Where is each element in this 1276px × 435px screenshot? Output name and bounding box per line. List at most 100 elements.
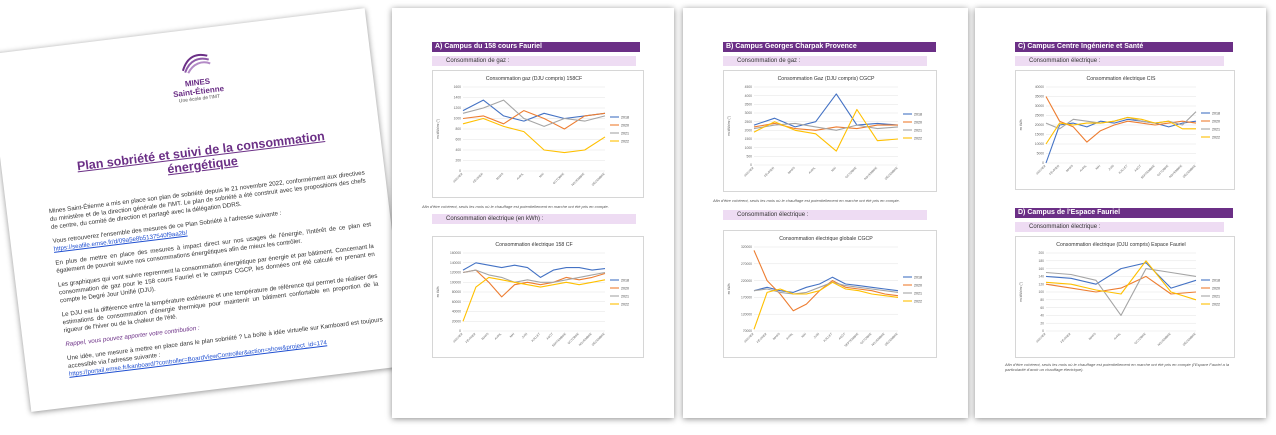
y-tick-label: 70000 [743,329,752,333]
page-campus-cis: C) Campus Centre Ingénierie et Santé Con… [975,8,1266,418]
y-axis-label: en kWh [1019,119,1023,130]
x-tick-label: FÉVRIER [471,171,484,184]
x-tick-label: MARS [481,332,490,341]
y-axis-label: en kWh/m² (°) [436,119,440,139]
section-header: B) Campus Georges Charpak Provence [723,42,936,52]
x-tick-label: FÉVRIER [763,165,776,178]
x-tick-label: MAI [800,332,807,339]
y-tick-label: 2500 [745,120,753,124]
y-tick-label: 35000 [1035,95,1044,99]
legend-label-2020: 2020 [621,286,629,290]
legend-label-2021: 2021 [621,294,629,298]
y-tick-label: 140 [1038,275,1044,279]
x-tick-label: AVRIL [1113,332,1122,341]
series-line-2020 [462,110,606,130]
cover-page: MINES Saint-Étienne Une école de l'IMT P… [0,8,409,412]
legend-label-2022: 2022 [1212,302,1220,306]
legend-label-2018: 2018 [1212,278,1220,282]
y-tick-label: 20000 [452,319,461,323]
y-tick-label: 600 [455,138,461,142]
series-line-2021 [1045,111,1197,130]
y-tick-label: 200 [455,159,461,163]
x-tick-label: JUILLET [530,332,541,343]
y-axis-label: en kWh/m² (°) [727,116,731,136]
subsection-gas: Consommation de gaz : [432,56,636,66]
x-tick-label: FÉVRIER [1059,331,1072,344]
y-tick-label: 200 [1038,251,1044,255]
x-tick-label: AVRIL [785,332,794,341]
legend-label-2018: 2018 [621,115,629,119]
legend-label-2021: 2021 [621,131,629,135]
x-tick-label: MARS [787,166,796,175]
x-tick-label: JUIN [1107,164,1115,172]
y-tick-label: 120 [1038,282,1044,286]
page-campus-fauriel: A) Campus du 158 cours Fauriel Consommat… [392,8,674,418]
x-tick-label: DÉCEMBRE [883,331,899,347]
x-tick-label: MARS [1088,332,1097,341]
logo-mark-icon [181,53,211,74]
subsection-electricity: Consommation électrique (en kWh) : [432,214,636,224]
x-tick-label: JUIN [813,332,821,340]
chart-electricity-cgcp: Consommation électrique globale CGCP en k… [723,230,937,358]
footnote: Afin d'être cohérent, seuls les mois où … [422,204,609,209]
x-tick-label: FÉVRIER [755,331,768,344]
y-tick-label: 3500 [745,103,753,107]
x-tick-label: MAI [1095,164,1102,171]
y-tick-label: 25000 [1035,114,1044,118]
x-tick-label: DÉCEMBRE [1181,163,1197,179]
y-tick-label: 1500 [745,137,753,141]
school-logo: MINES Saint-Étienne Une école de l'IMT [164,48,230,107]
series-line-2020 [1045,275,1197,295]
y-tick-label: 120000 [450,271,461,275]
x-tick-label: JANVIER [743,165,755,177]
y-tick-label: 0 [750,163,752,167]
x-tick-label: FÉVRIER [464,331,477,344]
chart-electricity-158cf: Consommation électrique 158 CF en kWh 0 200… [432,236,644,358]
y-tick-label: 0 [1042,329,1044,333]
legend-label-2018: 2018 [621,278,629,282]
legend-label-2018: 2018 [914,275,922,279]
y-tick-label: 3000 [745,111,753,115]
legend-label-2022: 2022 [914,136,922,140]
y-tick-label: 100 [1038,290,1044,294]
y-tick-label: 80000 [452,290,461,294]
x-tick-label: OCTOBRE [1156,164,1169,177]
legend-label-2020: 2020 [914,120,922,124]
y-tick-label: 2000 [745,129,753,133]
series-line-2022 [753,108,899,152]
subsection-electricity-espace: Consommation électrique : [1015,222,1224,232]
x-tick-label: MARS [772,332,781,341]
series-line-2018 [1045,118,1197,164]
legend-label-2020: 2020 [621,123,629,127]
y-tick-label: 30000 [1035,104,1044,108]
x-tick-label: FÉVRIER [1048,163,1061,176]
y-axis-label: en kWh/m² (°) [1019,282,1023,302]
y-tick-label: 80 [1040,298,1044,302]
series-line-2022 [462,117,606,154]
x-tick-label: MARS [1065,164,1074,173]
y-tick-label: 100000 [450,280,461,284]
chart-electricity-cis: Consommation électrique CIS en kWh 0 5000 10… [1015,70,1235,190]
chart-title: Consommation électrique 158 CF [495,242,572,248]
cover-body: Mines Saint-Étienne a mis en place son p… [49,169,386,384]
series-line-2022 [1045,260,1197,301]
x-tick-label: AVRIL [1079,164,1088,173]
legend-label-2018: 2018 [914,112,922,116]
series-line-2021 [462,269,606,283]
section-header: C) Campus Centre Ingénierie et Santé [1015,42,1233,52]
y-tick-label: 120000 [741,312,752,316]
x-tick-label: JUILLET [1117,164,1128,175]
legend-label-2018: 2018 [1212,111,1220,115]
x-tick-label: AOÛT [837,331,847,341]
x-tick-label: OCTOBRE [844,166,857,179]
x-tick-label: JUILLET [822,332,833,343]
legend-label-2020: 2020 [914,283,922,287]
y-tick-label: 1000 [745,146,753,150]
x-tick-label: OCTOBRE [552,172,565,185]
chart-gas-158cf: Consommation gaz (DJU compris) 158CF en k… [432,70,644,198]
legend-label-2022: 2022 [621,139,629,143]
x-tick-label: JANVIER [452,171,464,183]
y-tick-label: 5000 [1037,152,1045,156]
series-line-2018 [753,93,899,128]
legend-label-2022: 2022 [914,299,922,303]
